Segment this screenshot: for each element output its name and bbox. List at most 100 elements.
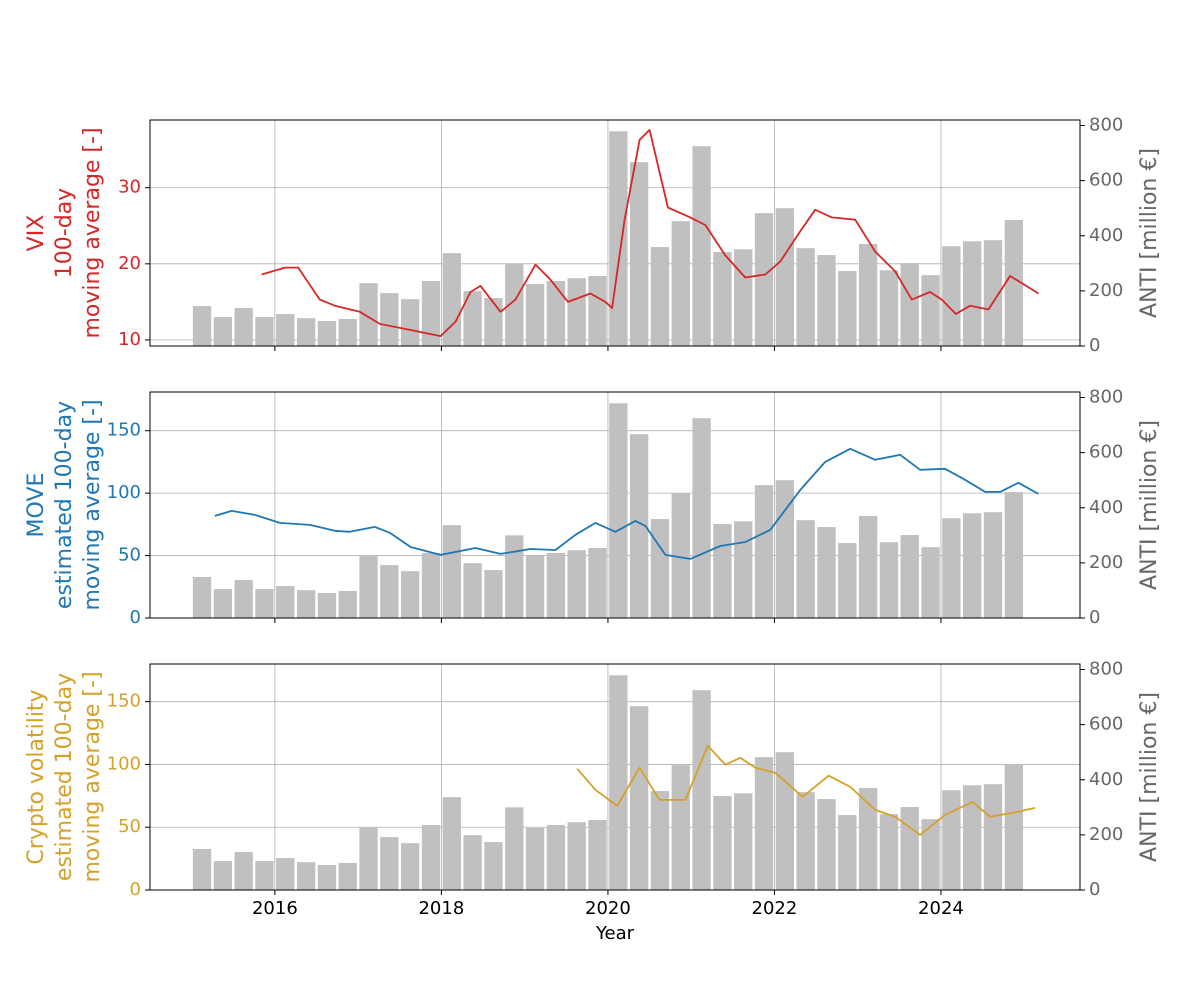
bar [713, 524, 732, 618]
bar [900, 807, 919, 890]
y2-tick-label: 800 [1089, 659, 1123, 680]
bar [421, 552, 441, 618]
bar [546, 280, 566, 346]
y2-tick-label: 600 [1089, 442, 1123, 463]
series-line [214, 447, 1039, 560]
bar [858, 516, 878, 618]
plot-frame [149, 119, 1081, 347]
bar [879, 542, 899, 618]
bar [546, 552, 566, 618]
bar [942, 518, 961, 618]
bar [421, 824, 441, 890]
bar [963, 785, 982, 890]
bar [858, 244, 878, 346]
y-tick-label: 20 [118, 253, 141, 274]
y2-tick-label: 600 [1089, 714, 1123, 735]
bar [775, 752, 795, 890]
bar [380, 293, 399, 346]
plot-frame [149, 663, 1081, 891]
y-tick-label: 100 [107, 753, 141, 774]
bar [505, 263, 524, 346]
bar [463, 291, 482, 346]
bar [463, 835, 482, 890]
y-axis-label: moving average [-] [80, 127, 105, 338]
bar [858, 788, 878, 890]
y-tick-label: 50 [118, 816, 141, 837]
bar [359, 283, 378, 346]
bar [401, 571, 420, 618]
bar [838, 271, 857, 346]
bar [567, 822, 586, 890]
bar [338, 862, 357, 890]
bar [879, 814, 899, 890]
bar [900, 535, 919, 618]
bar [255, 589, 274, 618]
bar [942, 790, 961, 890]
bar [796, 792, 815, 890]
bar [942, 246, 961, 346]
bar [754, 757, 774, 890]
y-axis-label: estimated 100-day [52, 673, 77, 881]
bar [963, 513, 982, 618]
y-tick-label: 50 [118, 545, 141, 566]
x-tick-label: 2016 [252, 898, 298, 919]
bar [629, 706, 649, 890]
bar [192, 848, 212, 890]
bar [567, 550, 586, 618]
y-axis-label: 100-day [52, 188, 77, 278]
bar [671, 221, 690, 346]
y-axis-label: Crypto volatility [24, 689, 49, 864]
bar [234, 579, 253, 618]
x-tick-label: 2018 [418, 898, 464, 919]
bar [296, 318, 316, 346]
bar [484, 298, 503, 346]
bar [567, 278, 586, 346]
bar [317, 592, 337, 618]
bar [796, 520, 815, 618]
bar [588, 819, 607, 890]
bar [401, 299, 420, 346]
bar [983, 512, 1003, 618]
y-axis-label: VIX [24, 215, 49, 252]
bar [983, 240, 1003, 346]
bar [588, 547, 607, 618]
bar [442, 797, 461, 890]
y-axis-label: moving average [-] [80, 399, 105, 610]
bar [505, 535, 524, 618]
bar [1004, 492, 1023, 618]
bar [192, 576, 212, 618]
bar [380, 837, 399, 890]
bar [192, 306, 212, 346]
bar [963, 241, 982, 346]
y2-tick-label: 0 [1089, 607, 1100, 628]
bar [713, 796, 732, 890]
bar [401, 843, 420, 890]
bar [817, 799, 836, 890]
x-axis-label: Year [595, 923, 635, 944]
bar [338, 590, 357, 618]
bar [796, 248, 815, 346]
y2-tick-label: 400 [1089, 225, 1123, 246]
y2-tick-label: 200 [1089, 552, 1123, 573]
bar [234, 307, 253, 346]
bar [671, 765, 690, 890]
bar [671, 493, 690, 618]
bar [734, 249, 753, 346]
bar [692, 146, 711, 346]
bar [588, 275, 607, 346]
y-tick-label: 0 [130, 607, 141, 628]
bar [838, 815, 857, 890]
bar [213, 861, 233, 890]
y2-axis-label: ANTI [million €] [1137, 420, 1162, 590]
bar [463, 563, 482, 618]
bar [276, 586, 295, 618]
y2-tick-label: 400 [1089, 769, 1123, 790]
y-tick-label: 0 [130, 879, 141, 900]
bar [609, 403, 628, 618]
bar [484, 842, 503, 890]
bar [525, 555, 545, 618]
bar [442, 253, 461, 346]
y2-tick-label: 800 [1089, 387, 1123, 408]
bar [609, 131, 628, 346]
